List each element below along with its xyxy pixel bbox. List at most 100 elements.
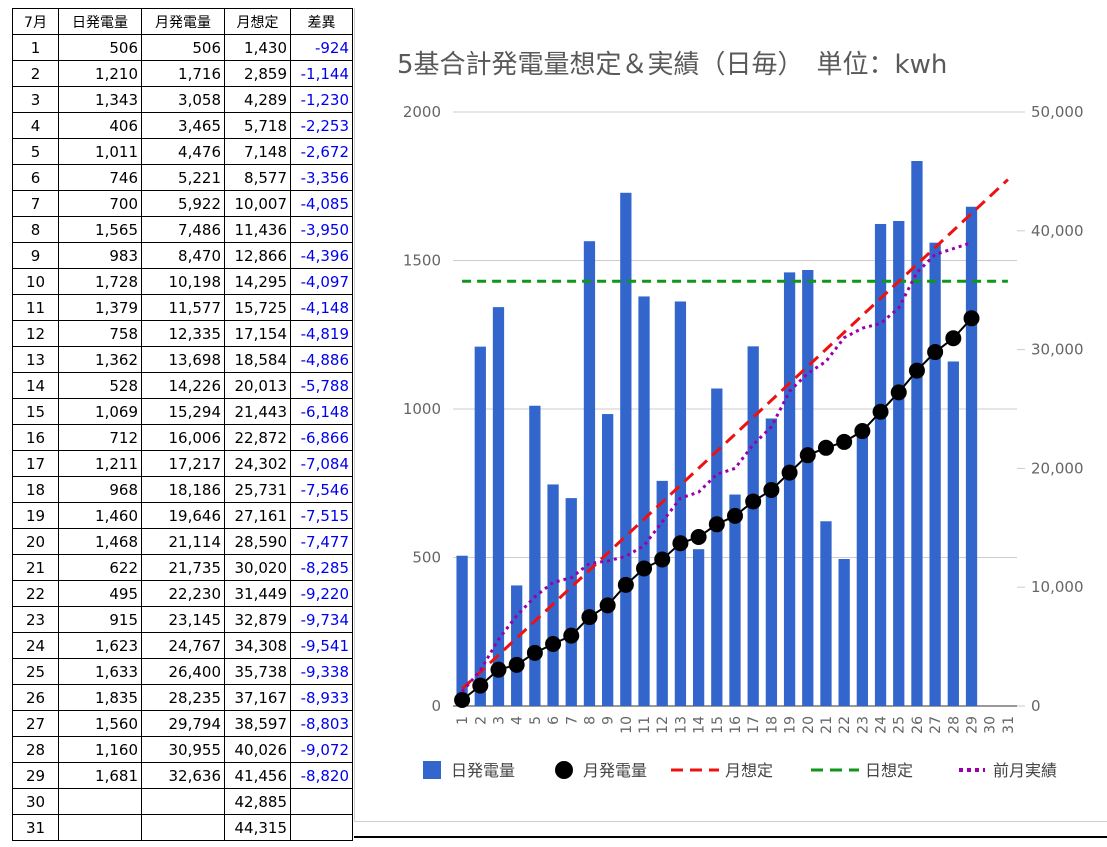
cell-monthly-generation[interactable] [141, 788, 225, 815]
cell-difference[interactable]: -9,072 [290, 736, 353, 763]
cell-day[interactable]: 15 [12, 398, 59, 425]
cell-monthly-target[interactable]: 4,289 [224, 86, 291, 113]
cell-monthly-target[interactable]: 11,436 [224, 216, 291, 243]
cell-difference[interactable]: -8,933 [290, 684, 353, 711]
cell-monthly-generation[interactable]: 12,335 [141, 320, 225, 347]
cell-day[interactable]: 14 [12, 372, 59, 399]
cell-day[interactable]: 5 [12, 138, 59, 165]
cell-difference[interactable]: -5,788 [290, 372, 353, 399]
cell-difference[interactable]: -1,230 [290, 86, 353, 113]
cell-daily-generation[interactable]: 1,728 [58, 268, 142, 295]
cell-daily-generation[interactable]: 1,343 [58, 86, 142, 113]
cell-monthly-target[interactable]: 10,007 [224, 190, 291, 217]
cell-monthly-target[interactable]: 42,885 [224, 788, 291, 815]
cell-day[interactable]: 23 [12, 606, 59, 633]
cell-monthly-generation[interactable]: 16,006 [141, 424, 225, 451]
cell-daily-generation[interactable]: 1,681 [58, 762, 142, 789]
cell-difference[interactable]: -6,148 [290, 398, 353, 425]
cell-day[interactable]: 16 [12, 424, 59, 451]
cell-difference[interactable]: -8,803 [290, 710, 353, 737]
cell-daily-generation[interactable]: 1,379 [58, 294, 142, 321]
cell-difference[interactable]: -4,886 [290, 346, 353, 373]
cell-daily-generation[interactable]: 1,362 [58, 346, 142, 373]
cell-monthly-target[interactable]: 44,315 [224, 814, 291, 841]
cell-monthly-target[interactable]: 14,295 [224, 268, 291, 295]
cell-monthly-generation[interactable]: 22,230 [141, 580, 225, 607]
cell-monthly-generation[interactable]: 11,577 [141, 294, 225, 321]
cell-monthly-target[interactable]: 15,725 [224, 294, 291, 321]
cell-day[interactable]: 28 [12, 736, 59, 763]
header-monthly-target[interactable]: 月想定 [224, 8, 291, 35]
cell-monthly-generation[interactable]: 8,470 [141, 242, 225, 269]
cell-daily-generation[interactable]: 1,468 [58, 528, 142, 555]
cell-difference[interactable]: -4,148 [290, 294, 353, 321]
cell-monthly-target[interactable]: 30,020 [224, 554, 291, 581]
cell-monthly-generation[interactable]: 13,698 [141, 346, 225, 373]
cell-monthly-target[interactable]: 1,430 [224, 34, 291, 61]
cell-monthly-target[interactable]: 12,866 [224, 242, 291, 269]
cell-monthly-generation[interactable]: 24,767 [141, 632, 225, 659]
cell-monthly-target[interactable]: 27,161 [224, 502, 291, 529]
cell-daily-generation[interactable]: 1,160 [58, 736, 142, 763]
cell-difference[interactable]: -9,541 [290, 632, 353, 659]
cell-monthly-target[interactable]: 5,718 [224, 112, 291, 139]
header-difference[interactable]: 差異 [290, 8, 353, 35]
cell-difference[interactable]: -4,085 [290, 190, 353, 217]
cell-monthly-generation[interactable]: 29,794 [141, 710, 225, 737]
cell-monthly-target[interactable]: 22,872 [224, 424, 291, 451]
cell-day[interactable]: 13 [12, 346, 59, 373]
cell-monthly-generation[interactable]: 18,186 [141, 476, 225, 503]
cell-monthly-generation[interactable]: 3,465 [141, 112, 225, 139]
cell-monthly-generation[interactable]: 30,955 [141, 736, 225, 763]
cell-daily-generation[interactable]: 1,069 [58, 398, 142, 425]
cell-daily-generation[interactable]: 1,623 [58, 632, 142, 659]
cell-day[interactable]: 12 [12, 320, 59, 347]
cell-difference[interactable]: -6,866 [290, 424, 353, 451]
cell-monthly-target[interactable]: 7,148 [224, 138, 291, 165]
cell-monthly-target[interactable]: 2,859 [224, 60, 291, 87]
cell-difference[interactable]: -3,356 [290, 164, 353, 191]
cell-daily-generation[interactable]: 1,210 [58, 60, 142, 87]
cell-day[interactable]: 22 [12, 580, 59, 607]
cell-daily-generation[interactable]: 746 [58, 164, 142, 191]
cell-day[interactable]: 4 [12, 112, 59, 139]
cell-day[interactable]: 10 [12, 268, 59, 295]
cell-daily-generation[interactable]: 1,565 [58, 216, 142, 243]
cell-monthly-target[interactable]: 17,154 [224, 320, 291, 347]
cell-daily-generation[interactable]: 712 [58, 424, 142, 451]
cell-day[interactable]: 26 [12, 684, 59, 711]
cell-monthly-target[interactable]: 38,597 [224, 710, 291, 737]
cell-difference[interactable]: -7,477 [290, 528, 353, 555]
cell-monthly-generation[interactable]: 5,221 [141, 164, 225, 191]
header-daily-generation[interactable]: 日発電量 [58, 8, 142, 35]
cell-difference[interactable]: -8,820 [290, 762, 353, 789]
cell-difference[interactable]: -9,338 [290, 658, 353, 685]
cell-difference[interactable]: -7,546 [290, 476, 353, 503]
header-month[interactable]: 7月 [12, 8, 59, 35]
cell-difference[interactable]: -7,084 [290, 450, 353, 477]
cell-day[interactable]: 29 [12, 762, 59, 789]
cell-daily-generation[interactable]: 1,633 [58, 658, 142, 685]
cell-day[interactable]: 24 [12, 632, 59, 659]
cell-difference[interactable]: -4,097 [290, 268, 353, 295]
cell-monthly-target[interactable]: 21,443 [224, 398, 291, 425]
cell-day[interactable]: 19 [12, 502, 59, 529]
cell-monthly-generation[interactable]: 28,235 [141, 684, 225, 711]
cell-monthly-generation[interactable]: 17,217 [141, 450, 225, 477]
cell-daily-generation[interactable]: 1,835 [58, 684, 142, 711]
cell-monthly-generation[interactable]: 23,145 [141, 606, 225, 633]
cell-day[interactable]: 6 [12, 164, 59, 191]
cell-monthly-generation[interactable]: 19,646 [141, 502, 225, 529]
cell-daily-generation[interactable] [58, 788, 142, 815]
cell-monthly-generation[interactable]: 5,922 [141, 190, 225, 217]
cell-monthly-generation[interactable] [141, 814, 225, 841]
cell-day[interactable]: 2 [12, 60, 59, 87]
cell-monthly-target[interactable]: 20,013 [224, 372, 291, 399]
cell-day[interactable]: 25 [12, 658, 59, 685]
cell-day[interactable]: 7 [12, 190, 59, 217]
cell-difference[interactable]: -2,253 [290, 112, 353, 139]
cell-difference[interactable]: -4,819 [290, 320, 353, 347]
cell-daily-generation[interactable]: 1,011 [58, 138, 142, 165]
cell-monthly-target[interactable]: 8,577 [224, 164, 291, 191]
cell-difference[interactable]: -8,285 [290, 554, 353, 581]
